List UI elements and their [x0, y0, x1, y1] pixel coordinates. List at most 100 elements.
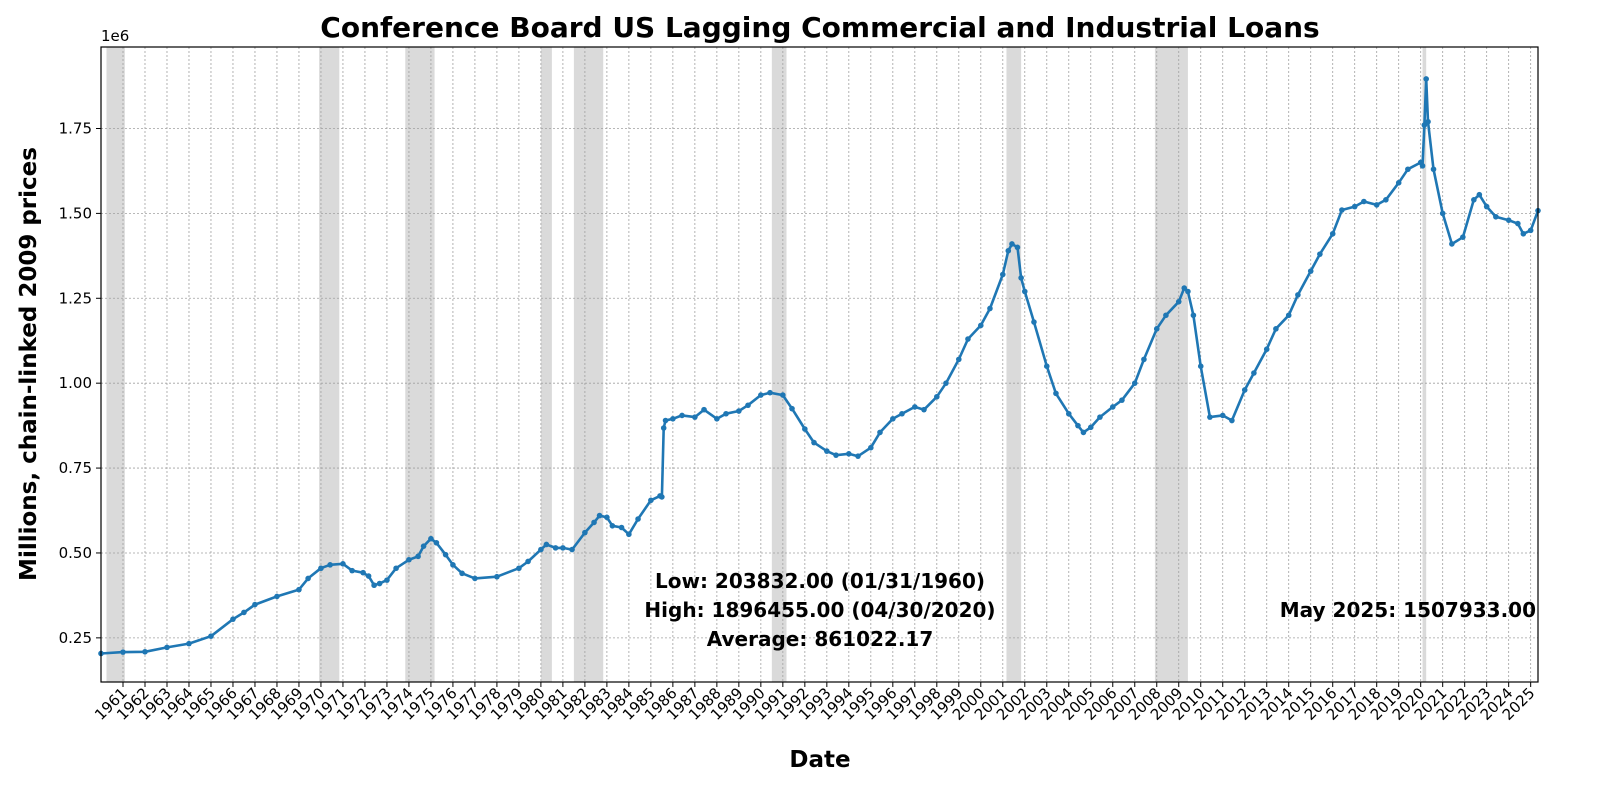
data-point	[1383, 197, 1389, 203]
data-point	[1080, 429, 1087, 436]
data-point	[626, 531, 632, 538]
y-tick-label: 1.75	[59, 119, 92, 137]
data-point	[442, 551, 449, 558]
series-line	[100, 77, 1540, 655]
data-point	[543, 541, 550, 548]
data-point	[660, 425, 667, 431]
data-point	[186, 640, 192, 647]
data-point	[1423, 76, 1429, 82]
data-point	[701, 406, 707, 413]
data-point	[1009, 241, 1015, 247]
y-tick-label: 1.50	[59, 204, 92, 222]
data-point	[538, 546, 544, 553]
data-point	[1043, 363, 1050, 369]
data-point	[1439, 210, 1446, 217]
data-point	[1430, 166, 1437, 173]
data-point	[1476, 191, 1483, 198]
data-point	[1373, 202, 1380, 208]
data-point	[868, 444, 874, 451]
data-point	[1405, 166, 1411, 173]
data-point	[1031, 319, 1037, 325]
data-point	[1395, 180, 1402, 186]
data-point	[1163, 312, 1169, 319]
data-point	[1109, 404, 1116, 410]
data-point	[1483, 203, 1490, 210]
data-point	[252, 601, 258, 608]
data-point	[1065, 410, 1072, 417]
y-tick-label: 0.50	[59, 544, 92, 562]
data-point	[767, 389, 773, 396]
data-point	[406, 556, 412, 563]
data-point	[1419, 163, 1426, 169]
data-point	[274, 593, 280, 600]
data-point	[977, 322, 984, 329]
data-point	[569, 546, 575, 553]
chart-title: Conference Board US Lagging Commercial a…	[320, 11, 1319, 44]
data-point	[1131, 380, 1138, 386]
data-point	[855, 453, 861, 459]
data-point	[552, 545, 559, 551]
data-point	[318, 565, 324, 572]
data-point	[635, 516, 641, 522]
data-point	[1317, 251, 1323, 257]
data-point	[582, 529, 588, 536]
data-point	[516, 565, 522, 572]
data-point	[780, 392, 786, 398]
data-point	[956, 356, 962, 363]
data-point	[450, 562, 456, 568]
recession-band	[106, 47, 125, 682]
data-point	[1175, 298, 1182, 305]
recession-band	[1422, 47, 1427, 682]
data-point	[662, 417, 669, 424]
data-point	[305, 575, 311, 582]
data-point	[833, 452, 839, 458]
data-point	[1351, 203, 1358, 210]
data-point	[609, 522, 616, 529]
data-point	[596, 512, 603, 519]
y-tick-label: 0.25	[59, 629, 92, 647]
data-point	[327, 562, 333, 568]
data-point	[433, 539, 440, 546]
data-point	[890, 416, 896, 422]
data-point	[1493, 213, 1499, 220]
data-point	[525, 558, 531, 565]
y-axis-label: Millions, chain-linked 2009 prices	[16, 147, 42, 581]
data-point	[1307, 268, 1314, 274]
data-point	[371, 582, 377, 589]
data-point	[1229, 417, 1235, 424]
recession-band	[1154, 47, 1188, 682]
data-point	[420, 543, 427, 549]
data-point	[999, 271, 1006, 278]
data-point	[1053, 390, 1059, 397]
data-point	[987, 305, 993, 312]
data-point	[745, 402, 751, 409]
data-point	[1421, 122, 1428, 128]
x-axis-ticks: 1961196219631964196519661967196819691970…	[91, 682, 1538, 724]
data-point	[965, 336, 971, 342]
series	[98, 76, 1541, 657]
data-point	[1520, 230, 1527, 237]
data-point	[846, 451, 852, 457]
data-point	[1185, 288, 1191, 295]
data-point	[679, 412, 685, 419]
data-point	[1361, 198, 1367, 205]
data-point	[296, 586, 302, 593]
data-point	[1097, 414, 1103, 420]
data-point	[1018, 275, 1024, 281]
data-point	[1075, 422, 1081, 429]
data-point	[1295, 292, 1301, 298]
data-point	[393, 565, 399, 572]
data-point	[230, 616, 236, 622]
data-point	[1273, 326, 1279, 332]
data-point	[1181, 285, 1188, 291]
data-point	[943, 380, 949, 386]
annotation-high: High: 1896455.00 (04/30/2020)	[644, 598, 995, 622]
plot-frame	[100, 46, 1539, 683]
y-offset-text: 1e6	[101, 27, 129, 45]
data-point	[472, 575, 478, 582]
data-point	[1087, 424, 1094, 431]
data-point	[1449, 241, 1455, 247]
recession-band	[573, 47, 604, 682]
data-point	[1251, 370, 1257, 376]
data-point	[208, 633, 214, 639]
